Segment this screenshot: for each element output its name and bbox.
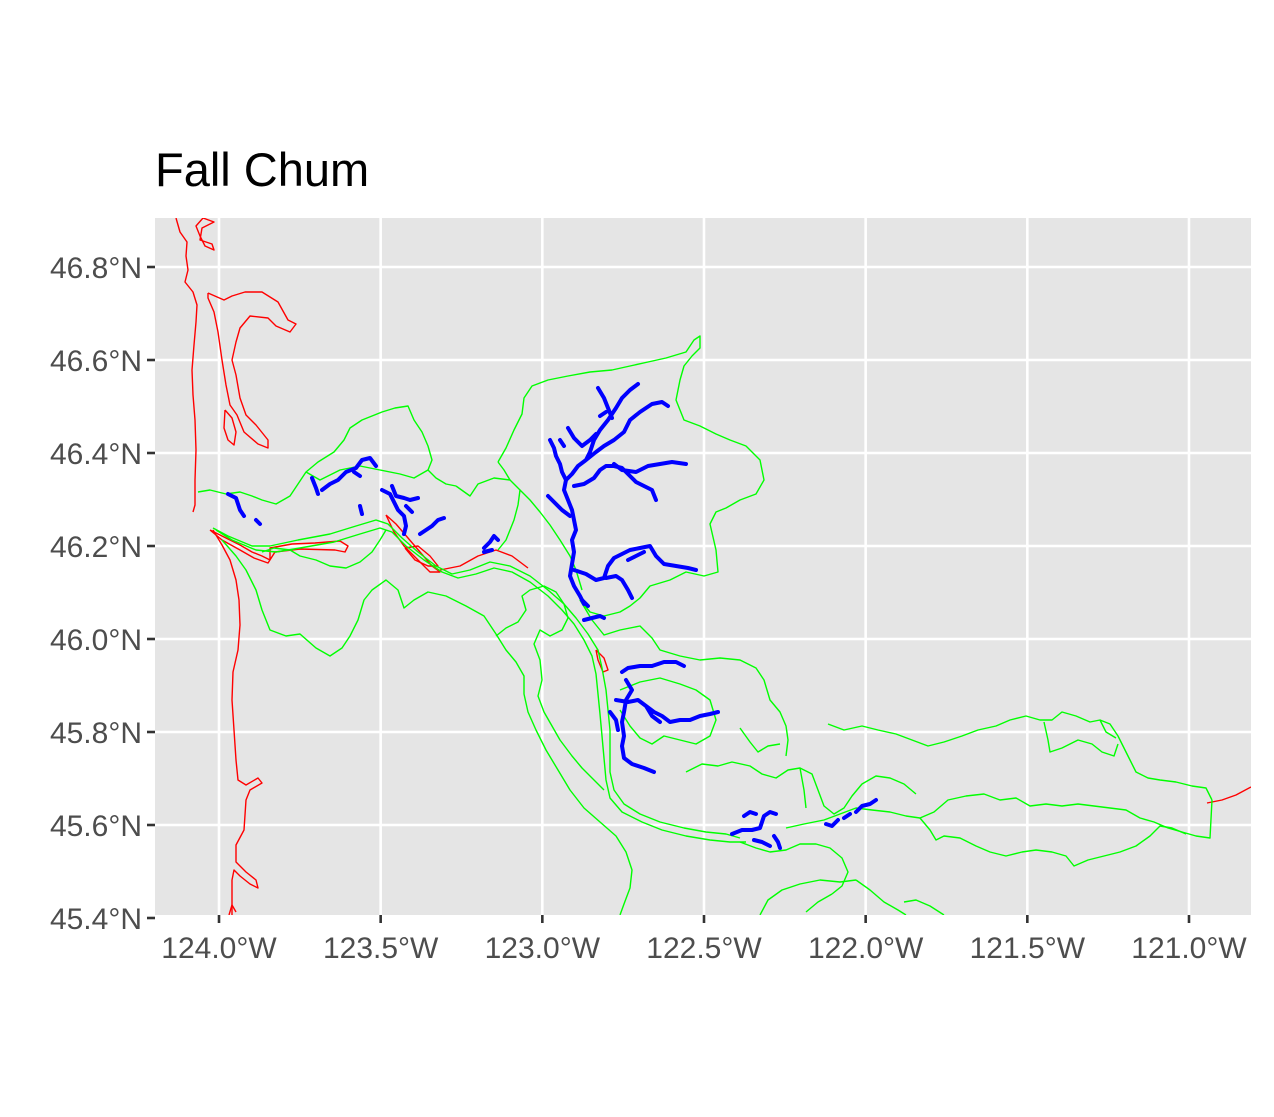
gorge-inner-boundary <box>1043 719 1119 757</box>
stream-cowlitz-main <box>548 438 586 606</box>
willapa-bay-outline <box>207 291 297 449</box>
x-tick-label: 123.5°W <box>323 932 439 965</box>
gorge-south-boundary <box>919 817 1187 867</box>
map-title: Fall Chum <box>155 143 369 196</box>
y-tick-label: 45.4°N <box>50 903 142 936</box>
x-tick-label: 122.5°W <box>646 932 762 965</box>
stream-lewis <box>620 660 686 774</box>
lower-gorge-boundary <box>739 727 807 809</box>
x-tick-label: 122.0°W <box>808 932 924 965</box>
estuary-island-b <box>404 545 439 567</box>
willapa-bay-island <box>223 409 237 446</box>
stream-washougal <box>730 810 782 850</box>
stream-kalama <box>572 544 698 600</box>
y-tick-label: 45.8°N <box>50 717 142 750</box>
x-tick-label: 123.0°W <box>485 932 601 965</box>
stream-elochoman <box>358 484 446 536</box>
columbia-estuary-outline <box>209 529 349 564</box>
x-tick-label: 121.5°W <box>970 932 1086 965</box>
grays-chinook-boundary <box>197 405 457 505</box>
population-boundaries <box>197 335 1213 915</box>
oregon-coast-boundary <box>221 539 633 915</box>
stream-toutle <box>546 460 688 518</box>
stream-abernathy <box>482 534 500 554</box>
washougal-boundary <box>685 761 917 815</box>
elochoman-boundary <box>305 465 429 481</box>
x-tick-label: 124.0°W <box>161 932 277 965</box>
salmon-creek-boundary <box>619 677 717 745</box>
stream-gorge <box>824 798 878 828</box>
y-tick-label: 46.0°N <box>50 624 142 657</box>
sandy-boundary <box>739 841 857 915</box>
y-tick-label: 46.2°N <box>50 531 142 564</box>
stream-cowlitz-upper <box>558 382 670 482</box>
stream-kalama-lower <box>580 598 606 622</box>
y-axis: 46.8°N 46.6°N 46.4°N 46.2°N 46.0°N 45.8°N 45.6… <box>50 252 155 936</box>
lewis-boundary <box>579 599 789 757</box>
river-outline-upper <box>595 649 609 673</box>
coast-south-stub <box>228 904 237 915</box>
main-river-corridor-2 <box>215 527 746 843</box>
y-tick-label: 45.6°N <box>50 810 142 843</box>
clatskanie-boundary <box>261 529 387 569</box>
coastline-south <box>212 529 263 915</box>
gorge-river-boundary <box>785 793 1213 839</box>
scappoose-boundary <box>495 585 605 791</box>
cowlitz-boundary <box>455 335 765 617</box>
x-tick-label: 121.0°W <box>1131 932 1247 965</box>
stream-grays-river <box>226 492 262 526</box>
main-river-corridor-1 <box>212 519 741 839</box>
gorge-north-boundary <box>827 711 1213 801</box>
stream-lewis-east <box>608 698 720 732</box>
coastline-north-inner <box>195 218 215 251</box>
cowlitz-west-boundary <box>497 461 583 591</box>
east-boundary-river <box>1206 786 1251 804</box>
y-tick-label: 46.8°N <box>50 252 142 285</box>
y-tick-label: 46.4°N <box>50 438 142 471</box>
y-tick-label: 46.6°N <box>50 345 142 378</box>
stream-deep-river <box>310 456 378 496</box>
coastline-north <box>175 218 198 513</box>
x-axis: 124.0°W 123.5°W 123.0°W 122.5°W 122.0°W 121.5… <box>161 915 1247 965</box>
spawning-streams <box>226 382 878 850</box>
hood-south-boundary <box>805 879 945 915</box>
